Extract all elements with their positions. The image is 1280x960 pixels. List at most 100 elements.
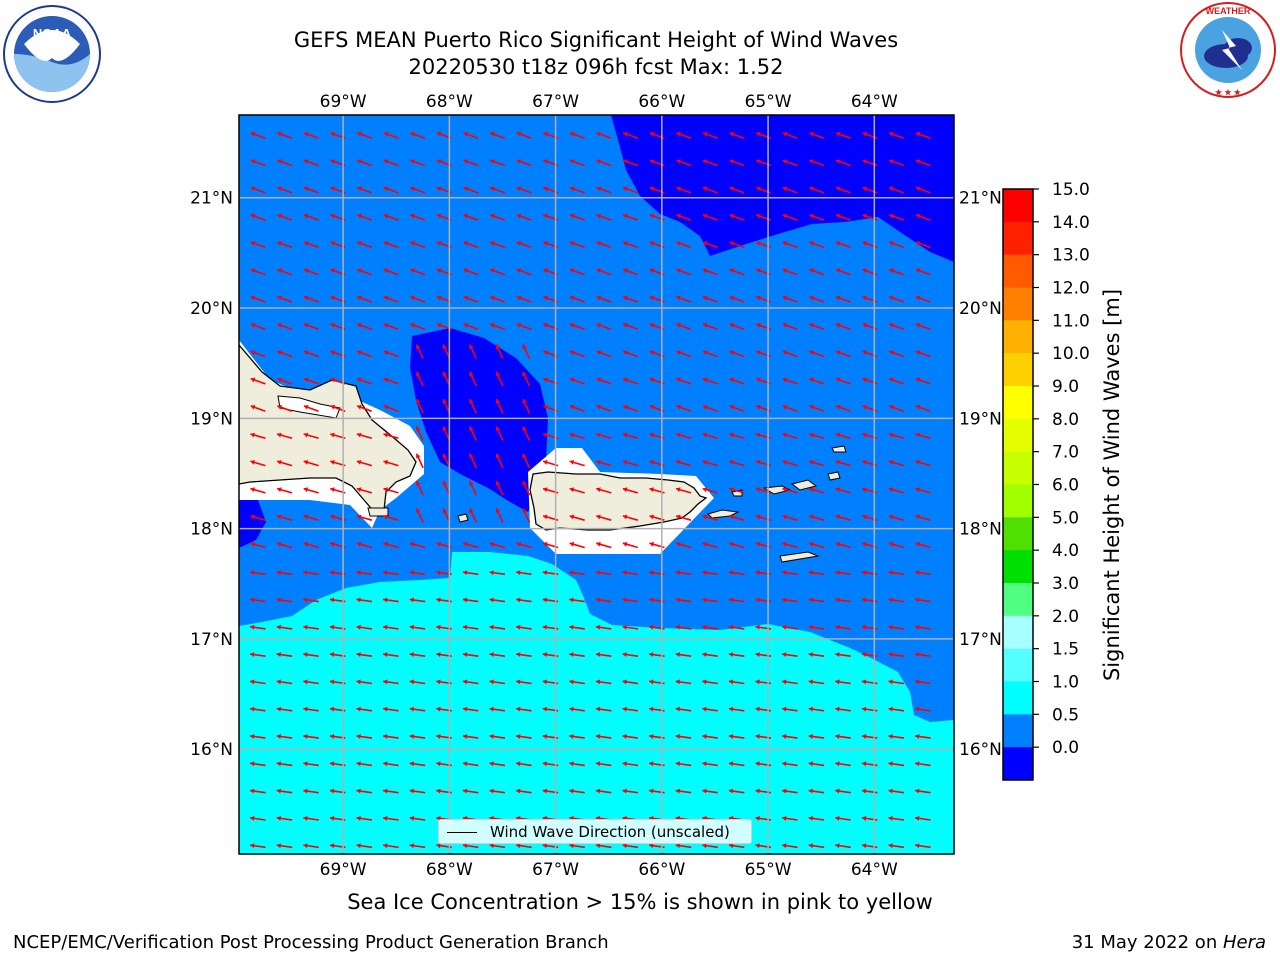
colorbar-segment — [1003, 615, 1033, 650]
wave-direction-arrow — [383, 624, 399, 630]
wave-direction-arrow — [808, 570, 825, 576]
wave-direction-arrow — [808, 432, 825, 440]
wave-direction-arrow — [675, 734, 692, 739]
lon-label-bottom: 69°W — [320, 860, 367, 880]
wave-direction-arrow — [702, 597, 718, 603]
wave-direction-arrow — [915, 815, 931, 821]
wave-direction-arrow — [675, 679, 692, 685]
wave-direction-arrow — [676, 323, 692, 331]
credit-right: 31 May 2022 on Hera — [1072, 932, 1266, 953]
wave-direction-arrow — [702, 186, 718, 194]
lat-label-left: 16°N — [190, 740, 233, 760]
map-tick-labels: 69°W 69°W 68°W 68°W 67°W 67°W 66°W 66°W 65°W 65°W… — [190, 92, 1002, 880]
wave-direction-arrow — [495, 453, 504, 469]
wave-direction-arrow — [809, 377, 825, 385]
wave-direction-arrow — [250, 350, 266, 358]
wave-direction-arrow — [596, 432, 612, 440]
credit-host: Hera — [1222, 932, 1266, 953]
wave-direction-arrow — [356, 652, 373, 658]
wave-direction-arrow — [569, 652, 585, 658]
wave-direction-arrow — [782, 843, 798, 849]
wave-direction-arrow — [409, 541, 426, 549]
wave-direction-arrow — [676, 404, 692, 412]
wave-direction-arrow — [356, 268, 373, 276]
lon-label-bottom: 66°W — [638, 860, 685, 880]
wave-direction-arrow — [676, 159, 692, 167]
wave-direction-arrow — [303, 597, 319, 603]
wave-direction-arrow — [728, 597, 745, 603]
wave-direction-arrow — [809, 131, 825, 139]
wave-direction-arrow — [782, 323, 798, 331]
wave-direction-arrow — [888, 213, 905, 221]
wave-direction-arrow — [915, 268, 931, 276]
wave-direction-arrow — [489, 761, 506, 767]
wave-direction-arrow — [250, 541, 266, 549]
wave-direction-arrow — [383, 350, 399, 358]
colorbar-tick-label: 14.0 — [1052, 213, 1090, 233]
wave-direction-arrow — [489, 788, 506, 794]
wave-direction-arrow — [782, 706, 798, 712]
wave-direction-arrow — [595, 652, 612, 658]
wave-direction-arrow — [516, 597, 532, 603]
wave-direction-arrow — [835, 761, 851, 767]
wave-direction-arrow — [356, 350, 373, 358]
wave-direction-arrow — [676, 377, 692, 385]
wave-direction-arrow — [250, 268, 266, 276]
wave-direction-arrow — [835, 815, 851, 821]
lat-label-right: 19°N — [959, 409, 1002, 429]
wave-direction-arrow — [702, 213, 718, 221]
wave-direction-arrow — [782, 652, 798, 658]
svg-text:WEATHER: WEATHER — [1206, 6, 1251, 16]
wave-direction-arrow — [356, 514, 373, 521]
wave-direction-arrow — [702, 323, 718, 331]
wave-direction-arrow — [489, 159, 506, 167]
wave-direction-arrow — [250, 652, 266, 658]
wave-direction-arrow — [463, 159, 479, 167]
wave-direction-arrow — [809, 295, 825, 303]
wave-direction-arrow — [250, 213, 266, 221]
wave-direction-arrow — [489, 706, 506, 712]
wave-direction-arrow — [728, 843, 745, 849]
st-croix — [779, 551, 820, 563]
wave-direction-arrow — [888, 706, 905, 712]
wave-direction-arrow — [276, 459, 293, 467]
wave-direction-arrow — [462, 734, 479, 739]
wave-direction-arrow — [569, 570, 585, 576]
wave-direction-arrow — [915, 213, 931, 221]
wave-direction-arrow — [702, 459, 718, 467]
wave-direction-arrow — [915, 186, 931, 194]
wave-direction-arrow — [250, 377, 266, 385]
wave-direction-arrow — [782, 268, 798, 276]
wave-direction-arrow — [808, 761, 825, 767]
wave-direction-arrow — [462, 788, 479, 794]
lon-label-top: 64°W — [851, 92, 898, 112]
wave-direction-arrow — [489, 597, 506, 603]
wave-direction-arrow — [702, 570, 718, 576]
wave-direction-arrow — [463, 541, 479, 549]
wave-direction-arrow — [250, 487, 266, 494]
wave-direction-arrow — [915, 788, 931, 794]
wave-direction-arrow — [522, 344, 531, 360]
wave-direction-arrow — [622, 241, 639, 249]
wave-direction-arrow — [675, 843, 692, 849]
wave-direction-arrow — [569, 788, 585, 794]
wave-direction-arrow — [250, 679, 266, 685]
wave-direction-arrow — [383, 159, 399, 167]
wave-direction-arrow — [489, 624, 506, 630]
wave-direction-arrow — [888, 459, 905, 467]
wave-direction-arrow — [835, 186, 851, 194]
wave-direction-arrow — [383, 570, 399, 576]
wave-direction-arrow — [569, 323, 585, 331]
wave-direction-arrow — [595, 788, 612, 794]
wave-direction-arrow — [676, 268, 692, 276]
wave-direction-arrow — [622, 487, 639, 494]
lat-label-right: 16°N — [959, 740, 1002, 760]
wave-direction-arrow — [728, 788, 745, 794]
wave-direction-arrow — [595, 843, 612, 849]
wave-direction-arrow — [835, 843, 851, 849]
wave-direction-arrow — [702, 624, 718, 630]
wave-direction-arrow — [250, 761, 266, 767]
wave-direction-arrow — [808, 541, 825, 549]
wave-direction-arrow — [595, 679, 612, 685]
